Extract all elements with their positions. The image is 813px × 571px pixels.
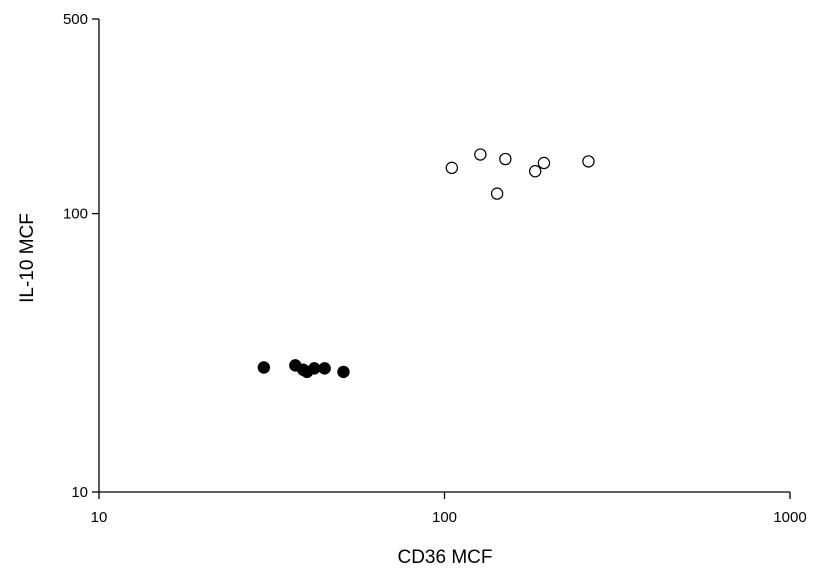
x-tick-label: 100	[432, 509, 457, 526]
data-point-open	[528, 164, 542, 178]
x-axis-ticks: 10 100 1000	[91, 492, 807, 526]
plot-frame	[98, 19, 790, 493]
y-axis-ticks: 10 100 500	[63, 11, 99, 501]
y-axis-title: IL-10 MCF	[17, 213, 38, 303]
data-point-open	[499, 152, 512, 166]
y-tick-label: 500	[63, 11, 88, 28]
data-point-filled	[308, 362, 321, 375]
data-point-filled	[318, 362, 331, 375]
data-point-filled	[257, 361, 271, 374]
y-tick-label: 100	[63, 206, 88, 223]
data-point-open	[474, 148, 487, 161]
x-tick-label: 10	[91, 509, 108, 526]
data-points	[257, 148, 595, 379]
x-axis-title: CD36 MCF	[397, 547, 492, 568]
x-tick-label: 1000	[773, 509, 806, 526]
data-point-filled	[337, 365, 350, 379]
data-point-open	[490, 187, 504, 200]
y-tick-label: 10	[71, 484, 88, 501]
data-point-open	[582, 155, 595, 168]
data-point-open	[537, 156, 551, 170]
data-point-open	[445, 161, 459, 175]
